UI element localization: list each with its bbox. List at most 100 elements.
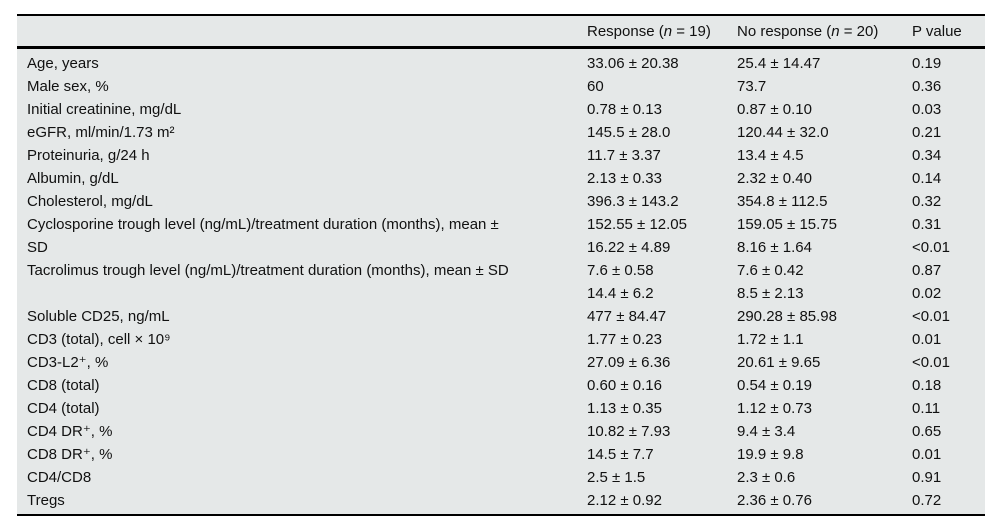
no-response-value-cell: 1.72 ± 1.1 [737, 328, 912, 351]
row-label-line: Age, years [27, 55, 99, 72]
col-header-no-response-post: = 20) [839, 22, 879, 40]
row-label-line: Soluble CD25, ng/mL [27, 308, 170, 325]
cell-value-line: 9.4 ± 3.4 [737, 423, 796, 440]
no-response-value-cell: 159.05 ± 15.75 8.16 ± 1.64 [737, 213, 912, 259]
response-value-cell: 11.7 ± 3.37 [587, 144, 737, 167]
table-body: Age, years 33.06 ± 20.38 25.4 ± 14.47 0.… [17, 48, 985, 516]
cell-value-line: 0.11 [912, 400, 941, 417]
p-value-cell: 0.18 [912, 374, 985, 397]
cell-value-line: 0.91 [912, 469, 942, 486]
response-value-cell: 396.3 ± 143.2 [587, 190, 737, 213]
no-response-value-cell: 0.87 ± 0.10 [737, 98, 912, 121]
response-value-cell: 0.60 ± 0.16 [587, 374, 737, 397]
cell-value-line: 7.6 ± 0.42 [737, 262, 804, 279]
row-label-cell: Tacrolimus trough level (ng/mL)/treatmen… [17, 259, 587, 305]
no-response-value-cell: 13.4 ± 4.5 [737, 144, 912, 167]
table-row: Cholesterol, mg/dL 396.3 ± 143.2 354.8 ±… [17, 190, 985, 213]
cell-value-line: 0.54 ± 0.19 [737, 377, 812, 394]
response-value-cell: 145.5 ± 28.0 [587, 121, 737, 144]
row-label-cell: Proteinuria, g/24 h [17, 144, 587, 167]
cell-value-line: 120.44 ± 32.0 [737, 124, 829, 141]
row-label-cell: CD4 (total) [17, 397, 587, 420]
row-label-cell: Initial creatinine, mg/dL [17, 98, 587, 121]
cell-value-line: 13.4 ± 4.5 [737, 147, 804, 164]
response-value-cell: 2.13 ± 0.33 [587, 167, 737, 190]
table-row: Tregs 2.12 ± 0.92 2.36 ± 0.76 0.72 [17, 489, 985, 515]
p-value-cell: 0.34 [912, 144, 985, 167]
p-value-cell: 0.01 [912, 443, 985, 466]
col-header-response: Response (n = 19) [587, 15, 737, 49]
p-value-cell: 0.14 [912, 167, 985, 190]
row-label-line: CD3-L2⁺, % [27, 354, 109, 371]
cell-value-line: 11.7 ± 3.37 [587, 147, 661, 164]
table-row: CD8 (total) 0.60 ± 0.16 0.54 ± 0.19 0.18 [17, 374, 985, 397]
row-label-cell: eGFR, ml/min/1.73 m² [17, 121, 587, 144]
row-label-cell: CD8 (total) [17, 374, 587, 397]
row-label-line: SD [27, 239, 48, 256]
table-row: Albumin, g/dL 2.13 ± 0.33 2.32 ± 0.40 0.… [17, 167, 985, 190]
cell-value-line: 0.01 [912, 446, 942, 463]
table-row: Tacrolimus trough level (ng/mL)/treatmen… [17, 259, 985, 305]
no-response-value-cell: 354.8 ± 112.5 [737, 190, 912, 213]
cell-value-line: 0.60 ± 0.16 [587, 377, 662, 394]
no-response-value-cell: 9.4 ± 3.4 [737, 420, 912, 443]
response-value-cell: 1.77 ± 0.23 [587, 328, 737, 351]
cell-value-line: 14.4 ± 6.2 [587, 285, 654, 302]
table-header: Response (n = 19) No response (n = 20) P… [17, 15, 985, 49]
row-label-cell: Soluble CD25, ng/mL [17, 305, 587, 328]
table-row: CD3-L2⁺, % 27.09 ± 6.36 20.61 ± 9.65 <0.… [17, 351, 985, 374]
cell-value-line: <0.01 [912, 308, 950, 325]
cell-value-line: <0.01 [912, 239, 950, 256]
cell-value-line: 25.4 ± 14.47 [737, 55, 821, 72]
cell-value-line: 0.18 [912, 377, 942, 394]
row-label-cell: CD3 (total), cell × 10⁹ [17, 328, 587, 351]
cell-value-line: 7.6 ± 0.58 [587, 262, 654, 279]
col-header-no-response-n: n [831, 22, 840, 40]
p-value-cell: 0.19 [912, 48, 985, 76]
cell-value-line: 2.3 ± 0.6 [737, 469, 796, 486]
cell-value-line: 0.01 [912, 331, 942, 348]
p-value-cell: 0.03 [912, 98, 985, 121]
table-row: eGFR, ml/min/1.73 m² 145.5 ± 28.0 120.44… [17, 121, 985, 144]
p-value-cell: 0.32 [912, 190, 985, 213]
table-row: Proteinuria, g/24 h 11.7 ± 3.37 13.4 ± 4… [17, 144, 985, 167]
row-label-line: eGFR, ml/min/1.73 m² [27, 124, 175, 141]
row-label-line: Tregs [27, 492, 65, 509]
table-row: CD4/CD8 2.5 ± 1.5 2.3 ± 0.6 0.91 [17, 466, 985, 489]
row-label-line: CD4 (total) [27, 400, 100, 417]
col-header-p-value: P value [912, 15, 985, 49]
cell-value-line: 0.03 [912, 101, 942, 118]
cell-value-line: 8.16 ± 1.64 [737, 239, 812, 256]
header-row: Response (n = 19) No response (n = 20) P… [17, 15, 985, 49]
row-label-line: CD8 (total) [27, 377, 100, 394]
no-response-value-cell: 120.44 ± 32.0 [737, 121, 912, 144]
row-label-line: Proteinuria, g/24 h [27, 147, 150, 164]
cell-value-line: 159.05 ± 15.75 [737, 216, 837, 233]
p-value-cell: <0.01 [912, 305, 985, 328]
row-label-cell: Tregs [17, 489, 587, 515]
p-value-cell: 0.21 [912, 121, 985, 144]
cell-value-line: 20.61 ± 9.65 [737, 354, 821, 371]
col-header-response-n: n [663, 22, 673, 40]
row-label-cell: CD4 DR⁺, % [17, 420, 587, 443]
cell-value-line: 73.7 [737, 78, 767, 95]
clinical-characteristics-table: Response (n = 19) No response (n = 20) P… [17, 14, 985, 516]
cell-value-line: 354.8 ± 112.5 [737, 193, 828, 210]
no-response-value-cell: 20.61 ± 9.65 [737, 351, 912, 374]
cell-value-line: 2.13 ± 0.33 [587, 170, 662, 187]
table-row: CD4 (total) 1.13 ± 0.35 1.12 ± 0.73 0.11 [17, 397, 985, 420]
table-row: CD4 DR⁺, % 10.82 ± 7.93 9.4 ± 3.4 0.65 [17, 420, 985, 443]
cell-value-line: 2.32 ± 0.40 [737, 170, 812, 187]
cell-value-line: 1.13 ± 0.35 [587, 400, 662, 417]
table-row: Soluble CD25, ng/mL 477 ± 84.47 290.28 ±… [17, 305, 985, 328]
p-value-cell: <0.01 [912, 351, 985, 374]
cell-value-line: 8.5 ± 2.13 [737, 285, 804, 302]
row-label-cell: Male sex, % [17, 75, 587, 98]
col-header-empty [17, 15, 587, 49]
table-row: Male sex, % 60 73.7 0.36 [17, 75, 985, 98]
row-label-line: Albumin, g/dL [27, 170, 119, 187]
cell-value-line: 0.21 [912, 124, 942, 141]
p-value-cell: 0.72 [912, 489, 985, 515]
p-value-cell: 0.36 [912, 75, 985, 98]
